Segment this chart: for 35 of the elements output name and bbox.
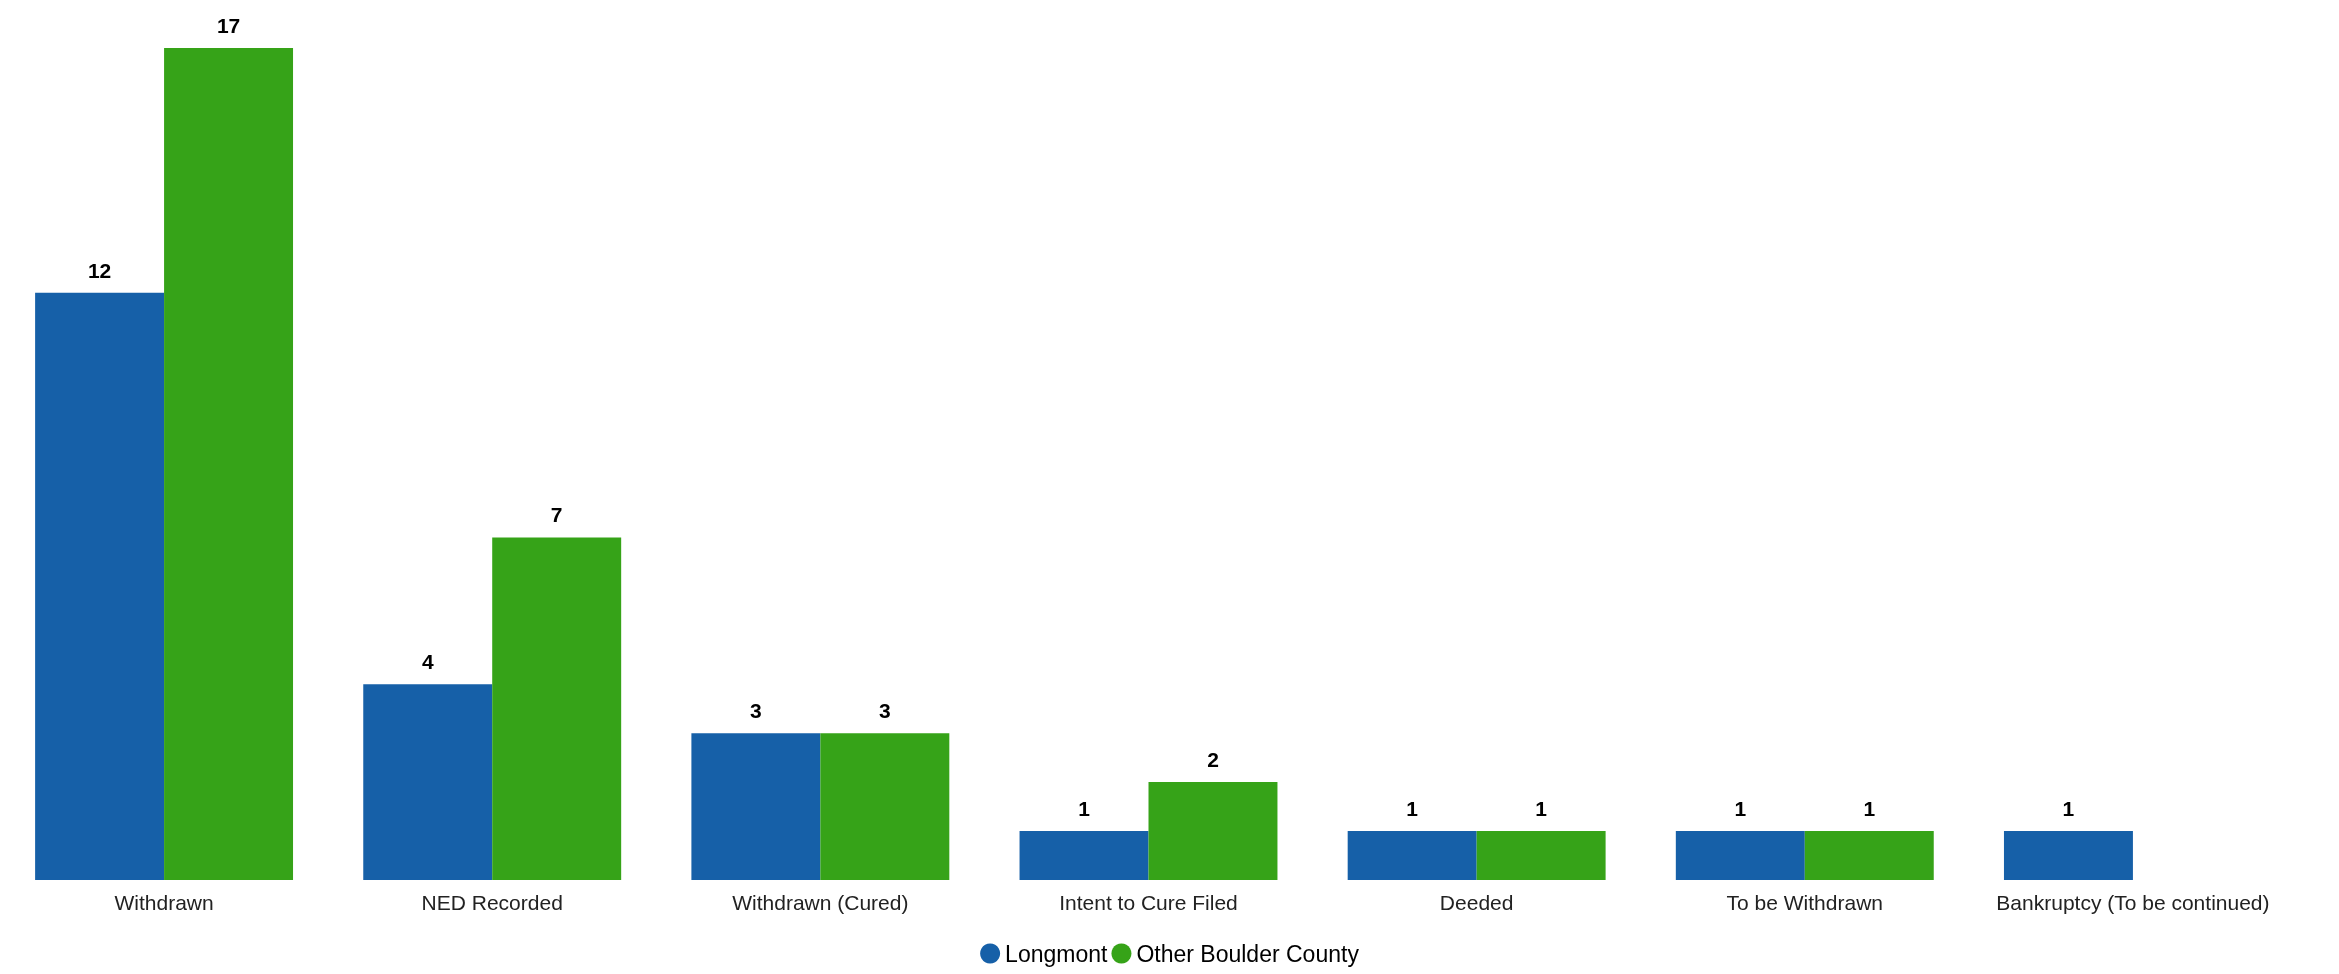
bar <box>35 292 165 880</box>
x-tick-label: To be Withdrawn <box>1726 891 1883 914</box>
x-tick-label: Bankruptcy (To be continued) <box>1996 891 2270 914</box>
data-label: 1 <box>1863 797 1876 821</box>
data-label: 3 <box>750 699 762 723</box>
data-label: 12 <box>87 258 112 282</box>
legend-label: Longmont <box>1005 940 1109 967</box>
data-label: 1 <box>1734 797 1747 821</box>
data-label: 1 <box>1535 797 1548 821</box>
data-label: 4 <box>421 650 434 674</box>
bar <box>820 733 950 880</box>
bar <box>1804 831 1934 880</box>
bar <box>1476 831 1606 880</box>
data-label: 7 <box>550 503 563 527</box>
data-label: 1 <box>1078 797 1091 821</box>
bar <box>1148 782 1278 880</box>
bar <box>164 48 294 880</box>
x-tick-label: Deeded <box>1439 891 1514 914</box>
legend-label: Other Boulder County <box>1136 940 1360 967</box>
bar <box>1347 831 1477 880</box>
bar <box>1019 831 1149 880</box>
bar <box>363 684 493 880</box>
x-tick-label: Withdrawn <box>114 891 214 914</box>
x-tick-label: Withdrawn (Cured) <box>732 891 909 914</box>
bar <box>691 733 821 880</box>
x-tick-label: Intent to Cure Filed <box>1059 891 1238 914</box>
data-label: 17 <box>216 14 241 37</box>
data-label: 1 <box>1406 797 1419 821</box>
data-label: 2 <box>1207 748 1219 772</box>
data-label: 3 <box>878 699 891 723</box>
bar <box>2003 831 2133 880</box>
data-label: 1 <box>2062 797 2075 821</box>
x-tick-label: NED Recorded <box>421 891 563 914</box>
bar <box>492 537 622 880</box>
bar <box>1675 831 1805 880</box>
